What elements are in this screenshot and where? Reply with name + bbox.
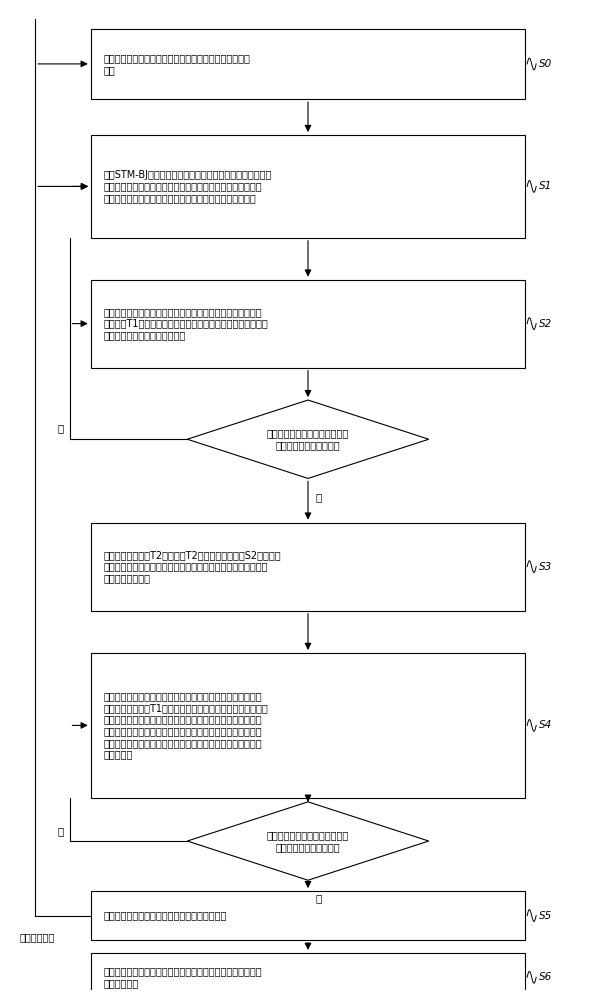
Text: 是: 是 xyxy=(315,893,322,903)
Text: S3: S3 xyxy=(538,562,552,572)
Text: 第二电导值和第一电导值在电导
统计直方图统计范围内？: 第二电导值和第一电导值在电导 统计直方图统计范围内？ xyxy=(267,428,349,450)
Bar xyxy=(91,523,525,611)
Text: 通过STM-BJ技术，在探针和基底之间构筑单分子结，在所述
探针和所述基底之间施加第一偏压，电流测量回路测量所述探
针和所述基底之间的第一电流值，计算单个分子第: 通过STM-BJ技术，在探针和基底之间构筑单分子结，在所述 探针和所述基底之间施… xyxy=(104,170,272,203)
Bar xyxy=(91,891,525,940)
Text: S2: S2 xyxy=(538,319,552,329)
Text: 否: 否 xyxy=(57,423,63,433)
Text: 第三电导值和第四电导值在电导
统计直方图统计范围内？: 第三电导值和第四电导值在电导 统计直方图统计范围内？ xyxy=(267,830,349,852)
Text: 否: 否 xyxy=(57,826,63,836)
Bar xyxy=(91,653,525,798)
Text: 通过基底控温模块对基底加热到目标温度并保持目标温度
恒定: 通过基底控温模块对基底加热到目标温度并保持目标温度 恒定 xyxy=(104,53,251,75)
Text: 得到分子结热电压之后，在所述探针和所述基底之间施加第三
偏压，并同样持续T1时间后，电流测量回路获取所述探针和所
述基底之间的第三电流值，计算得到第三电导值；在: 得到分子结热电压之后，在所述探针和所述基底之间施加第三 偏压，并同样持续T1时间… xyxy=(104,691,269,759)
Bar xyxy=(91,953,525,1000)
Text: 将探针悬停并持续T2时间，在T2时间内，移除步骤S2的第二偏
压，用电压放大器回路测量所述探针和所述基底之间的电压值，
得到分子结热电压: 将探针悬停并持续T2时间，在T2时间内，移除步骤S2的第二偏 压，用电压放大器回… xyxy=(104,550,282,583)
Text: S1: S1 xyxy=(538,181,552,191)
Text: 在所述探针和所述基底之间加入与所述第一偏压不同的第二偏
压，持续T1时间，电流回路获取所述探针和所述基底之间的第
二电流值，计算得到第二电导值: 在所述探针和所述基底之间加入与所述第一偏压不同的第二偏 压，持续T1时间，电流回… xyxy=(104,307,269,340)
Bar xyxy=(91,29,525,99)
Text: 统计得到目标分子对应目标温度的准确热电压。: 统计得到目标分子对应目标温度的准确热电压。 xyxy=(104,911,227,921)
Text: 是: 是 xyxy=(315,492,322,502)
Text: S6: S6 xyxy=(538,972,552,982)
Polygon shape xyxy=(187,802,429,880)
Polygon shape xyxy=(187,400,429,478)
Text: S5: S5 xyxy=(538,911,552,921)
Text: S4: S4 xyxy=(538,720,552,730)
Text: 获取多个基底温度下的分子结的热电压，计算得到该分子节的
塞贝克系数。: 获取多个基底温度下的分子结的热电压，计算得到该分子节的 塞贝克系数。 xyxy=(104,966,262,988)
Text: S0: S0 xyxy=(538,59,552,69)
Bar xyxy=(91,135,525,238)
Text: 设定新的温度: 设定新的温度 xyxy=(20,932,55,942)
Bar xyxy=(91,280,525,368)
